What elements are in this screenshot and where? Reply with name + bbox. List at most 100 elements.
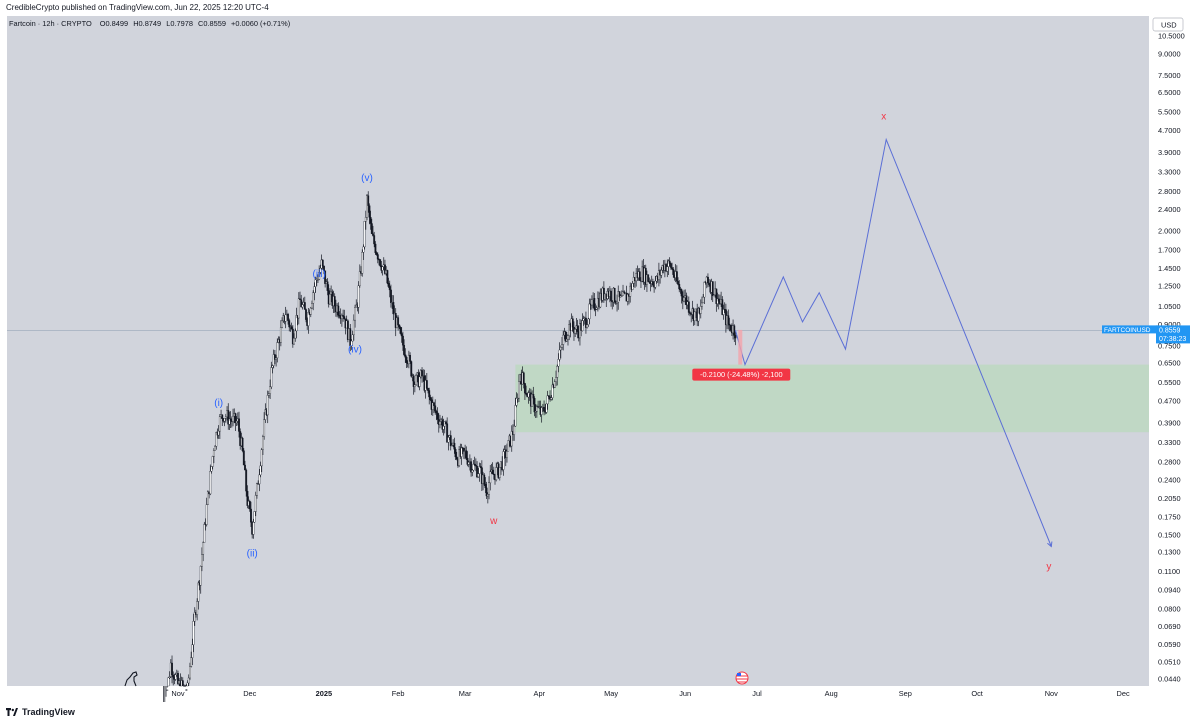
candle-body <box>721 299 724 315</box>
symbol-name: Fartcoin · 12h · CRYPTO <box>9 19 92 28</box>
currency-label[interactable]: USD <box>1161 21 1177 30</box>
candle-body <box>252 522 255 535</box>
candle-body <box>527 392 530 398</box>
candle-body <box>189 666 191 679</box>
wave-labels-group: (i) (ii) (iii) (iv) (v) w x y <box>214 112 1051 573</box>
ohlc-close: 0.8559 <box>203 19 226 28</box>
tradingview-logo[interactable]: TradingView <box>6 707 75 717</box>
candle-body <box>337 305 340 316</box>
candle-body <box>668 260 671 264</box>
candle-body <box>362 246 365 253</box>
candle-body <box>516 397 519 400</box>
candle-body <box>224 416 227 419</box>
candle-body <box>199 566 202 586</box>
price-chart[interactable]: -0.2100 (-24.48%) -2,100 (i) (ii) (iii) (iv… <box>0 0 1200 702</box>
candle-body <box>618 291 621 298</box>
candle-body <box>418 376 421 387</box>
candle-body <box>727 315 730 325</box>
candle-body <box>495 467 498 480</box>
projection-arrowhead <box>1047 541 1053 548</box>
candle-body <box>722 309 725 315</box>
y-tick-label: 1.7000 <box>1158 245 1181 254</box>
candle-body <box>388 286 391 291</box>
candle-body <box>428 390 431 398</box>
candle-body <box>671 267 673 270</box>
candle-body <box>174 674 177 680</box>
price-tag-box <box>1156 325 1190 344</box>
candle-body <box>543 407 545 412</box>
candle-body <box>547 395 550 398</box>
candle-body <box>498 467 501 478</box>
candle-body <box>672 268 675 275</box>
y-tick-label: 2.0000 <box>1158 226 1181 235</box>
y-tick-label: 0.1750 <box>1158 513 1181 522</box>
ohlc-high-label: H <box>133 19 138 28</box>
candle-body <box>470 461 473 473</box>
candle-body <box>581 320 584 331</box>
candle-body <box>429 396 432 401</box>
candle-body <box>454 449 457 458</box>
candle-body <box>303 302 306 310</box>
candle-body <box>363 221 366 248</box>
y-tick-label: 0.0440 <box>1158 675 1181 684</box>
wave-label: (v) <box>361 173 373 184</box>
candle-body <box>400 333 403 337</box>
candle-body <box>629 285 632 297</box>
candle-body <box>431 402 434 410</box>
candle-body <box>374 243 377 253</box>
candle-body <box>434 405 437 412</box>
ohlc-open: 0.8499 <box>106 19 129 28</box>
candle-body <box>729 324 732 331</box>
candle-body <box>409 355 412 362</box>
x-tick-label: Sep <box>899 689 912 698</box>
candle-body <box>212 450 215 457</box>
ohlc-open-label: O <box>100 19 106 28</box>
currency-selector[interactable]: USD <box>1152 17 1184 32</box>
candle-body <box>326 281 329 291</box>
y-tick-label: 0.4700 <box>1158 396 1181 405</box>
x-tick-label: Jul <box>752 689 762 698</box>
wave-label: (i) <box>214 398 223 409</box>
candle-body <box>279 327 282 343</box>
candle-body <box>708 282 711 285</box>
y-tick-label: 1.2500 <box>1158 282 1181 291</box>
candle-body <box>647 274 650 282</box>
candle-body <box>445 421 447 424</box>
publisher-info: CredibleCrypto published on TradingView.… <box>6 3 269 12</box>
publish-header: CredibleCrypto published on TradingView.… <box>0 0 1200 16</box>
candle-body <box>295 315 298 332</box>
y-tick-label: 0.2800 <box>1158 457 1181 466</box>
candle-body <box>351 334 354 342</box>
candle-body <box>545 403 548 413</box>
candle-body <box>443 421 446 427</box>
candle-body <box>514 405 517 427</box>
candle-body <box>364 217 367 222</box>
candle-body <box>269 386 272 394</box>
symbol-price-tag: FARTCOINUSD <box>1104 327 1151 334</box>
x-tick-label: Jun <box>679 689 691 698</box>
us-flag-icon[interactable] <box>735 671 749 685</box>
candle-body <box>557 359 560 367</box>
candle-body <box>266 395 269 416</box>
measure-label: -0.2100 (-24.48%) -2,100 <box>700 370 783 379</box>
candle-body <box>376 254 379 260</box>
candle-body <box>565 338 568 342</box>
candle-body <box>522 372 525 384</box>
candle-body <box>234 413 237 423</box>
candle-body <box>711 281 714 296</box>
y-tick-label: 0.3300 <box>1158 438 1181 447</box>
candle-body <box>442 426 445 430</box>
candle-body <box>620 295 623 297</box>
candle-body <box>677 281 679 285</box>
candle-body <box>210 466 213 472</box>
x-tick-label: Dec <box>243 689 256 698</box>
candle-body <box>531 394 534 407</box>
price-axis <box>1149 16 1200 686</box>
y-tick-label: 5.5000 <box>1158 108 1181 117</box>
candle-body <box>201 554 203 567</box>
projection-line[interactable] <box>735 137 1052 547</box>
svg-text:Fartcoin · 12h · CRYPTO: Fartcoin · 12h · CRYPTO O0.8499 H0.8749 … <box>9 19 290 28</box>
y-tick-label: 2.8000 <box>1158 187 1181 196</box>
x-tick-label: Apr <box>534 689 546 698</box>
candle-body <box>229 418 232 421</box>
